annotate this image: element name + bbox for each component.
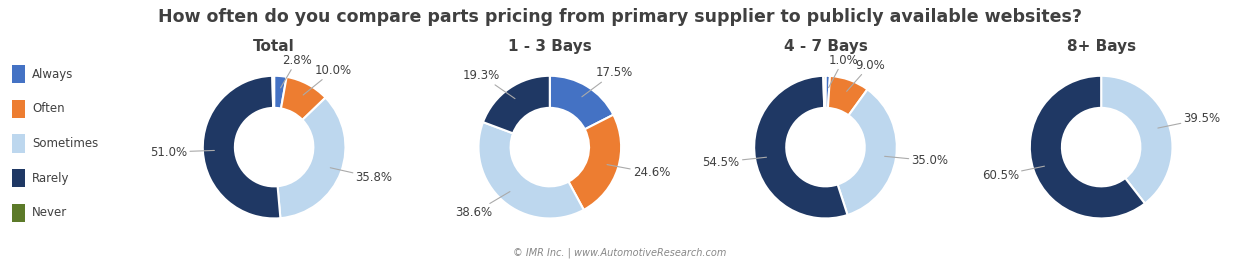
FancyBboxPatch shape: [12, 134, 25, 153]
Wedge shape: [281, 77, 326, 120]
Wedge shape: [550, 76, 613, 129]
Wedge shape: [1030, 76, 1145, 218]
Text: Total: Total: [253, 39, 295, 54]
Text: 10.0%: 10.0%: [304, 64, 352, 95]
Wedge shape: [1101, 76, 1172, 204]
Text: 51.0%: 51.0%: [150, 146, 214, 158]
Text: Sometimes: Sometimes: [32, 137, 98, 150]
Wedge shape: [278, 98, 346, 218]
Text: 2.8%: 2.8%: [280, 54, 311, 88]
Text: 17.5%: 17.5%: [582, 66, 633, 97]
FancyBboxPatch shape: [12, 65, 25, 83]
FancyBboxPatch shape: [12, 100, 25, 118]
Wedge shape: [838, 90, 897, 215]
Text: 4 - 7 Bays: 4 - 7 Bays: [783, 39, 867, 54]
Text: Often: Often: [32, 102, 64, 115]
Text: © IMR Inc. | www.AutomotiveResearch.com: © IMR Inc. | www.AutomotiveResearch.com: [513, 248, 726, 258]
Wedge shape: [203, 76, 280, 218]
Wedge shape: [483, 76, 550, 133]
Wedge shape: [825, 76, 830, 108]
Wedge shape: [274, 76, 286, 109]
Text: How often do you compare parts pricing from primary supplier to publicly availab: How often do you compare parts pricing f…: [157, 8, 1082, 26]
Text: Never: Never: [32, 206, 67, 220]
Wedge shape: [755, 76, 847, 218]
Text: Rarely: Rarely: [32, 172, 69, 185]
Text: 8+ Bays: 8+ Bays: [1067, 39, 1136, 54]
Text: 35.0%: 35.0%: [885, 154, 948, 167]
Text: 1.0%: 1.0%: [828, 54, 857, 88]
FancyBboxPatch shape: [12, 204, 25, 222]
Text: 1 - 3 Bays: 1 - 3 Bays: [508, 39, 592, 54]
FancyBboxPatch shape: [12, 169, 25, 187]
Text: 39.5%: 39.5%: [1158, 112, 1220, 128]
Wedge shape: [478, 122, 584, 218]
Wedge shape: [828, 76, 867, 115]
Text: 9.0%: 9.0%: [846, 59, 885, 91]
Text: 60.5%: 60.5%: [981, 166, 1044, 182]
Text: 54.5%: 54.5%: [703, 156, 767, 169]
Text: 24.6%: 24.6%: [607, 165, 670, 180]
Text: 19.3%: 19.3%: [463, 69, 515, 99]
Wedge shape: [823, 76, 825, 108]
Text: Always: Always: [32, 68, 73, 81]
Wedge shape: [569, 115, 621, 210]
Text: 38.6%: 38.6%: [456, 192, 510, 219]
Text: 35.8%: 35.8%: [331, 168, 393, 184]
Wedge shape: [273, 76, 274, 108]
